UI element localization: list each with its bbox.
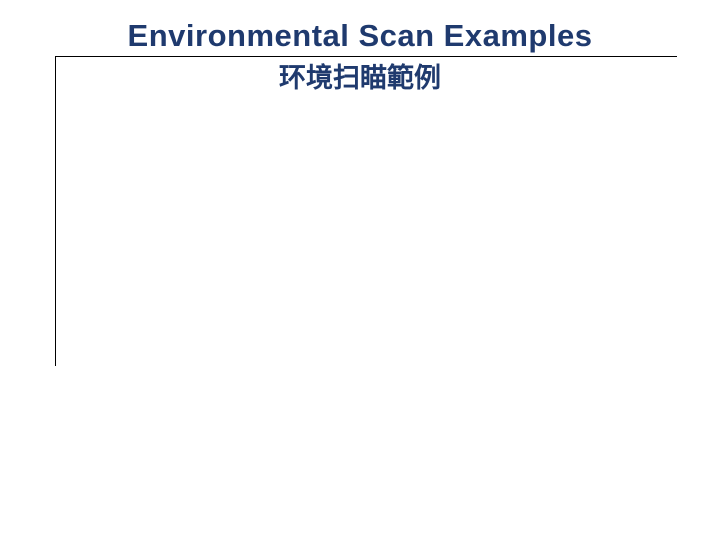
slide-title-en: Environmental Scan Examples <box>0 18 720 54</box>
horizontal-rule <box>55 56 677 57</box>
slide-container: Environmental Scan Examples 环境扫瞄範例 <box>0 0 720 540</box>
slide-title-zh: 环境扫瞄範例 <box>0 56 720 95</box>
vertical-rule <box>55 56 56 366</box>
